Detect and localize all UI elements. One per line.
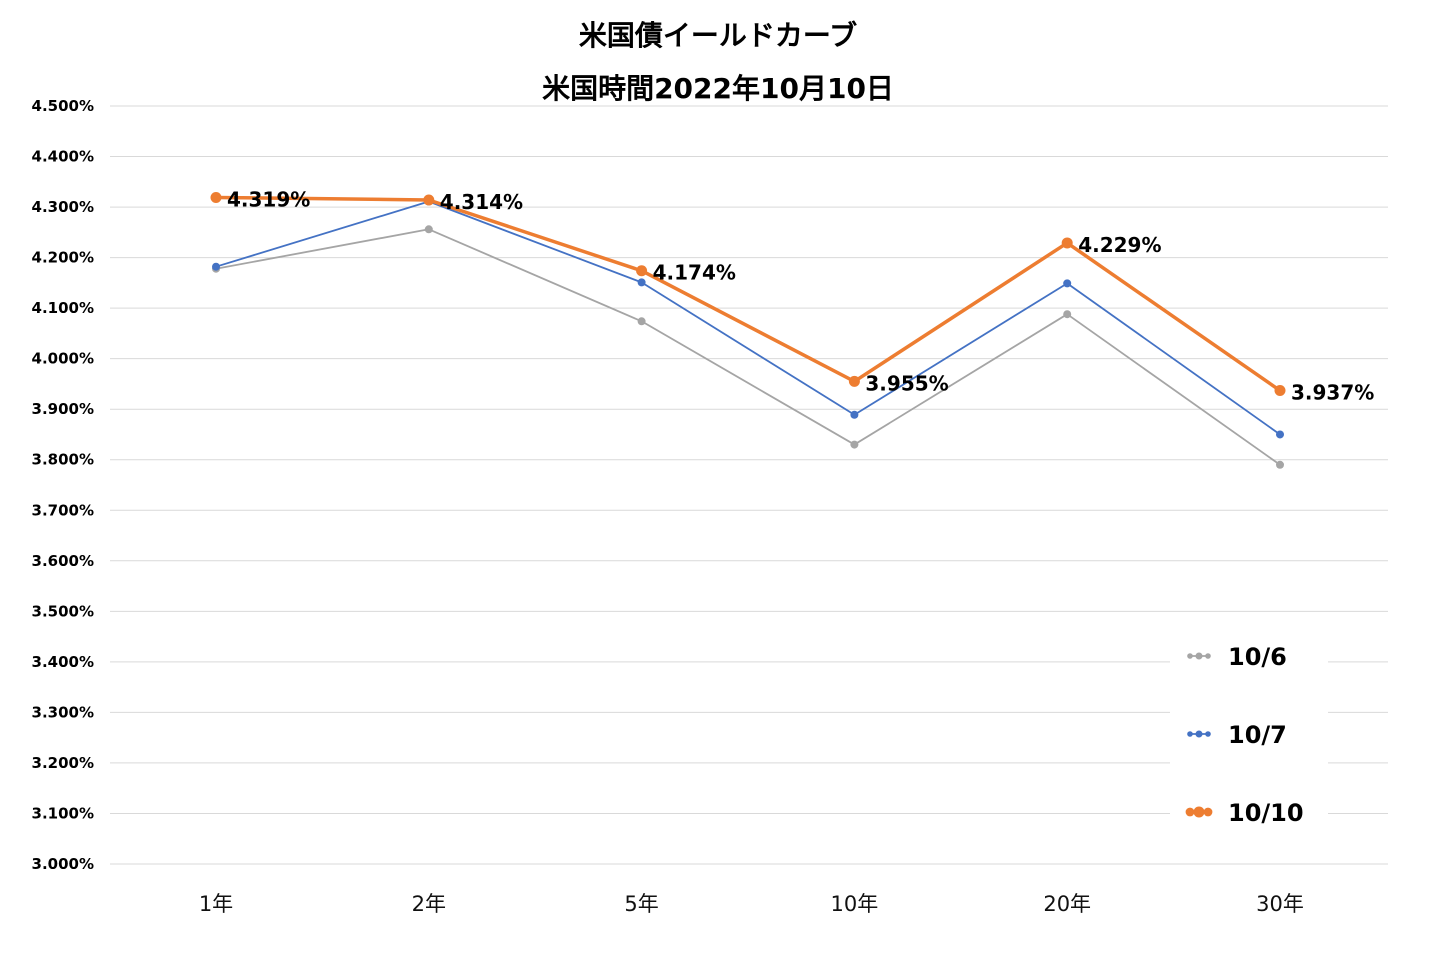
y-tick-label: 3.900% <box>32 400 94 418</box>
series-line-10-7 <box>215 200 1281 436</box>
y-tick-label: 3.200% <box>32 754 94 772</box>
y-tick-label: 4.400% <box>32 148 94 166</box>
data-point <box>210 191 222 203</box>
y-tick-label: 3.300% <box>32 703 94 721</box>
x-tick-label: 2年 <box>412 892 446 916</box>
y-tick-label: 3.400% <box>32 653 94 671</box>
data-point <box>1061 237 1073 249</box>
data-label: 3.937% <box>1291 381 1374 405</box>
y-tick-label: 3.000% <box>32 855 94 873</box>
y-tick-label: 4.100% <box>32 299 94 317</box>
series-line-10-10 <box>215 195 1281 392</box>
legend-label: 10/7 <box>1228 721 1287 749</box>
data-label: 4.319% <box>227 187 310 211</box>
legend-swatch-marker <box>1195 730 1203 738</box>
legend-swatch-marker <box>1187 731 1193 737</box>
x-tick-label: 10年 <box>831 892 879 916</box>
y-tick-label: 4.500% <box>32 97 94 115</box>
y-tick-label: 3.600% <box>32 552 94 570</box>
data-point <box>850 410 859 419</box>
legend-swatch-marker <box>1185 807 1195 817</box>
data-label: 4.314% <box>440 190 523 214</box>
y-tick-label: 4.200% <box>32 249 94 267</box>
data-labels: 4.319% 4.314% 4.174% 3.955% 4.229% 3.937% <box>227 187 1374 404</box>
x-tick-label: 5年 <box>624 892 658 916</box>
data-point <box>637 317 646 326</box>
series-line-10-6 <box>215 228 1281 466</box>
data-point <box>1063 310 1072 319</box>
y-axis-ticks: 4.500% 4.400% 4.300% 4.200% 4.100% 4.000% 3.90… <box>32 97 94 873</box>
x-tick-label: 1年 <box>199 892 233 916</box>
x-tick-label: 20年 <box>1043 892 1091 916</box>
legend: 10/6 10/7 10/10 <box>1170 630 1328 840</box>
data-point <box>1276 430 1284 439</box>
legend-label: 10/10 <box>1228 799 1304 827</box>
data-point <box>636 265 648 277</box>
legend-swatch-marker <box>1205 653 1211 659</box>
x-axis-ticks: 1年 2年 5年 10年 20年 30年 <box>199 892 1304 916</box>
chart-title: 米国債イールドカーブ <box>579 19 857 52</box>
legend-swatch-marker <box>1193 806 1205 818</box>
data-point <box>850 440 859 449</box>
legend-swatch-marker <box>1205 731 1211 737</box>
y-tick-label: 4.000% <box>32 350 94 368</box>
legend-swatch-marker <box>1203 807 1213 817</box>
data-label: 4.229% <box>1078 233 1161 257</box>
data-point <box>1063 279 1072 288</box>
y-tick-label: 3.700% <box>32 501 94 519</box>
data-point <box>1274 385 1286 397</box>
x-tick-label: 30年 <box>1256 892 1304 916</box>
chart-subtitle: 米国時間2022年10月10日 <box>542 72 894 105</box>
data-point <box>424 225 433 234</box>
legend-label: 10/6 <box>1228 643 1287 671</box>
y-tick-label: 4.300% <box>32 198 94 216</box>
data-point <box>212 262 220 271</box>
data-point <box>423 194 435 206</box>
data-point <box>848 375 860 387</box>
data-point <box>637 278 646 287</box>
data-label: 3.955% <box>865 371 948 395</box>
data-point <box>1276 460 1284 469</box>
y-tick-label: 3.100% <box>32 804 94 822</box>
legend-swatch-marker <box>1187 653 1193 659</box>
y-tick-label: 3.800% <box>32 451 94 469</box>
legend-swatch-marker <box>1195 652 1203 660</box>
y-tick-label: 3.500% <box>32 602 94 620</box>
data-label: 4.174% <box>653 261 736 285</box>
series-group <box>210 191 1286 469</box>
